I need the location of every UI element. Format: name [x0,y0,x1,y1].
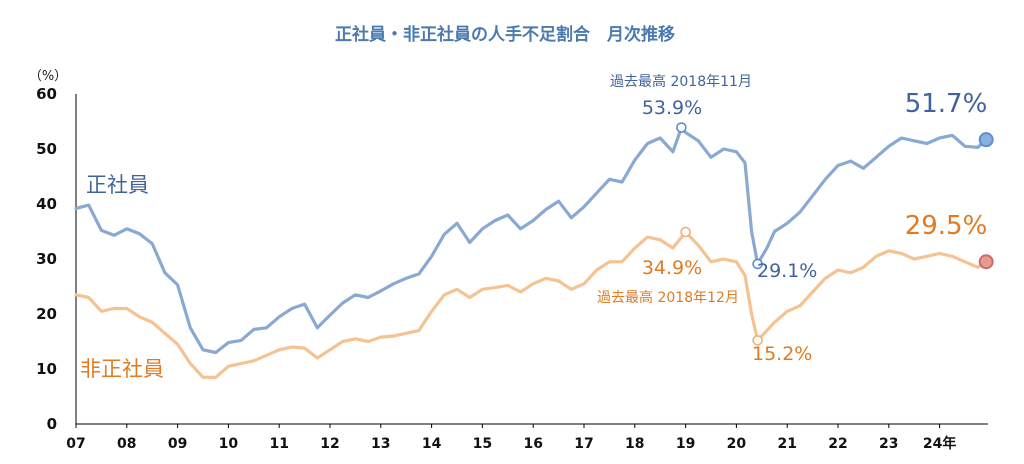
marker-orange-low [752,335,763,346]
x-tick-label: 24年 [923,435,956,452]
blue-last-value: 51.7% [905,89,988,119]
marker-orange-peak [680,226,691,238]
series-line-nonregular [74,230,988,379]
marker-orange-last [978,254,994,270]
y-tick-label: 20 [36,305,57,323]
marker-blue-last [978,132,994,148]
x-axis-ticks: 07 08 09 10 11 12 13 14 15 16 17 18 19 20 21 22 23 24年 [66,424,956,452]
series-line-regular [74,126,988,355]
x-tick-label: 13 [371,436,390,452]
x-tick-label: 21 [777,436,796,452]
orange-last-value: 29.5% [905,211,988,241]
x-tick-label: 12 [320,436,339,452]
blue-peak-note: 過去最高 2018年11月 [610,73,752,90]
x-tick-label: 22 [828,436,847,452]
marker-blue-peak [676,122,687,133]
x-tick-label: 07 [66,436,85,452]
y-tick-label: 30 [36,250,57,268]
x-tick-label: 23 [879,436,898,452]
x-tick-label: 15 [473,436,492,452]
x-tick-label: 09 [168,436,187,452]
x-tick-label: 08 [117,436,136,452]
x-tick-label: 20 [727,436,747,452]
x-tick-label: 18 [625,436,644,452]
x-tick-label: 14 [422,436,442,452]
orange-peak-note: 過去最高 2018年12月 [597,289,739,306]
y-tick-label: 40 [36,195,57,213]
series-label-regular: 正社員 [86,173,149,197]
x-tick-label: 11 [269,436,288,452]
y-tick-label: 10 [36,360,57,378]
x-tick-label: 19 [676,436,695,452]
series-markers [676,122,994,346]
x-tick-label: 10 [219,436,239,452]
blue-peak-value: 53.9% [642,97,702,119]
marker-blue-low [752,258,763,270]
x-tick-label: 16 [523,436,542,452]
series-lines [74,126,988,379]
y-tick-label: 0 [47,415,57,433]
y-tick-label: 50 [36,140,57,158]
chart-title: 正社員・非正社員の人手不足割合 月次推移 [335,24,675,45]
orange-low-value: 15.2% [752,343,812,365]
orange-peak-value: 34.9% [642,257,702,279]
blue-low-value: 29.1% [757,260,817,282]
y-tick-label: 60 [36,85,57,103]
y-axis-unit: （%） [29,69,67,84]
series-label-nonregular: 非正社員 [80,357,164,381]
x-tick-label: 17 [574,436,593,452]
y-axis-ticks: 0 10 20 30 40 50 60 [36,85,57,433]
